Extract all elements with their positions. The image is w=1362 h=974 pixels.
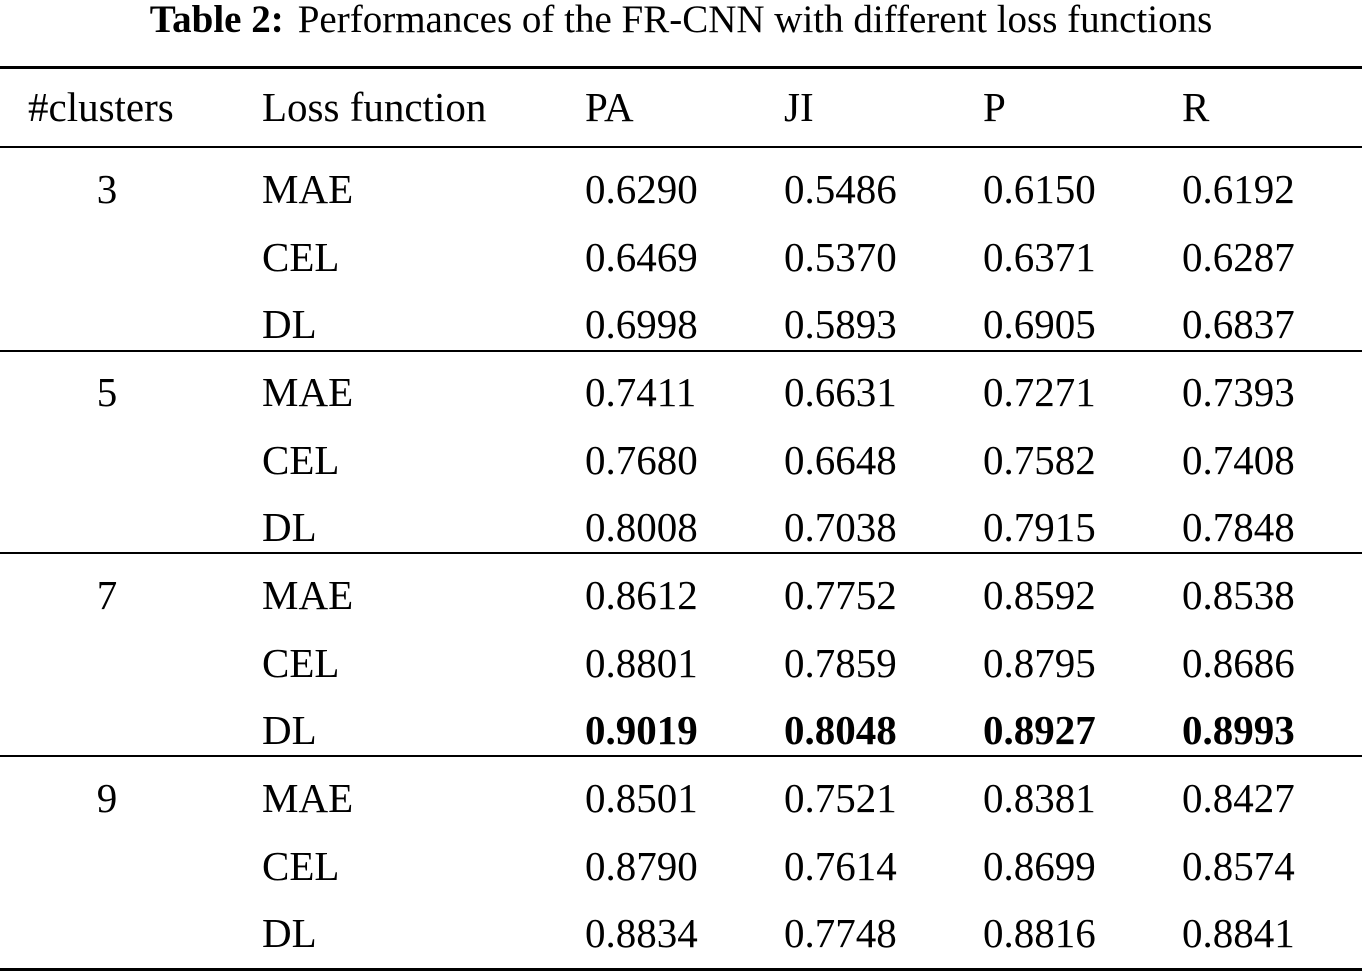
metric-ji-cell: 0.7752 <box>784 572 897 618</box>
metric-p-cell: 0.8795 <box>983 640 1096 686</box>
metric-p-cell: 0.7271 <box>983 369 1096 415</box>
metric-ji-cell: 0.7038 <box>784 504 897 550</box>
metric-ji-cell: 0.7859 <box>784 640 897 686</box>
metric-r-cell: 0.7393 <box>1182 369 1295 415</box>
metric-pa-cell: 0.8008 <box>585 504 698 550</box>
metric-pa-cell: 0.7680 <box>585 437 698 483</box>
loss-function-cell: DL <box>262 504 317 550</box>
metric-r-cell: 0.6192 <box>1182 166 1295 212</box>
loss-function-cell: CEL <box>262 234 340 280</box>
metric-r-cell: 0.8993 <box>1182 707 1295 753</box>
loss-function-cell: MAE <box>262 572 354 618</box>
metric-ji-cell: 0.7521 <box>784 775 897 821</box>
group-divider <box>0 755 1362 757</box>
metric-pa-cell: 0.6469 <box>585 234 698 280</box>
metric-ji-cell: 0.6648 <box>784 437 897 483</box>
top-rule <box>0 66 1362 69</box>
metric-pa-cell: 0.8790 <box>585 843 698 889</box>
metric-r-cell: 0.7848 <box>1182 504 1295 550</box>
metric-p-cell: 0.6905 <box>983 301 1096 347</box>
metric-r-cell: 0.6287 <box>1182 234 1295 280</box>
metric-ji-cell: 0.5893 <box>784 301 897 347</box>
header-ji: JI <box>784 84 814 130</box>
cluster-count: 5 <box>96 369 118 415</box>
group-divider <box>0 350 1362 352</box>
loss-function-cell: DL <box>262 707 317 753</box>
loss-function-cell: CEL <box>262 843 340 889</box>
metric-r-cell: 0.8574 <box>1182 843 1295 889</box>
metric-pa-cell: 0.6998 <box>585 301 698 347</box>
metric-p-cell: 0.8816 <box>983 910 1096 956</box>
metric-pa-cell: 0.7411 <box>585 369 697 415</box>
header-rule <box>0 146 1362 148</box>
metric-ji-cell: 0.8048 <box>784 707 897 753</box>
bottom-rule <box>0 968 1362 971</box>
metric-ji-cell: 0.7614 <box>784 843 897 889</box>
loss-function-cell: MAE <box>262 775 354 821</box>
header-clusters: #clusters <box>28 84 174 130</box>
metric-p-cell: 0.7915 <box>983 504 1096 550</box>
header-p: P <box>983 84 1006 130</box>
loss-function-cell: DL <box>262 910 317 956</box>
metric-p-cell: 0.8699 <box>983 843 1096 889</box>
metric-pa-cell: 0.8834 <box>585 910 698 956</box>
header-loss-function: Loss function <box>262 84 487 130</box>
group-divider <box>0 552 1362 554</box>
loss-function-cell: MAE <box>262 369 354 415</box>
cluster-count: 9 <box>96 775 118 821</box>
metric-pa-cell: 0.9019 <box>585 707 698 753</box>
metric-p-cell: 0.8592 <box>983 572 1096 618</box>
metric-p-cell: 0.7582 <box>983 437 1096 483</box>
caption-label: Table 2: <box>149 0 284 41</box>
metric-pa-cell: 0.8612 <box>585 572 698 618</box>
metric-r-cell: 0.8427 <box>1182 775 1295 821</box>
metric-r-cell: 0.8686 <box>1182 640 1295 686</box>
metric-r-cell: 0.8538 <box>1182 572 1295 618</box>
loss-function-cell: DL <box>262 301 317 347</box>
metric-r-cell: 0.7408 <box>1182 437 1295 483</box>
metric-p-cell: 0.8381 <box>983 775 1096 821</box>
metric-ji-cell: 0.5370 <box>784 234 897 280</box>
metric-ji-cell: 0.5486 <box>784 166 897 212</box>
loss-function-cell: MAE <box>262 166 354 212</box>
header-pa: PA <box>585 84 634 130</box>
table-caption: Table 2: Performances of the FR-CNN with … <box>0 0 1362 44</box>
metric-pa-cell: 0.8501 <box>585 775 698 821</box>
loss-function-cell: CEL <box>262 437 340 483</box>
loss-function-cell: CEL <box>262 640 340 686</box>
header-r: R <box>1182 84 1210 130</box>
metric-p-cell: 0.6371 <box>983 234 1096 280</box>
cluster-count: 7 <box>96 572 118 618</box>
metric-r-cell: 0.8841 <box>1182 910 1295 956</box>
metric-pa-cell: 0.6290 <box>585 166 698 212</box>
cluster-count: 3 <box>96 166 118 212</box>
metric-p-cell: 0.8927 <box>983 707 1096 753</box>
metric-p-cell: 0.6150 <box>983 166 1096 212</box>
metric-pa-cell: 0.8801 <box>585 640 698 686</box>
metric-r-cell: 0.6837 <box>1182 301 1295 347</box>
metric-ji-cell: 0.6631 <box>784 369 897 415</box>
caption-text: Performances of the FR-CNN with differen… <box>297 0 1213 41</box>
metric-ji-cell: 0.7748 <box>784 910 897 956</box>
